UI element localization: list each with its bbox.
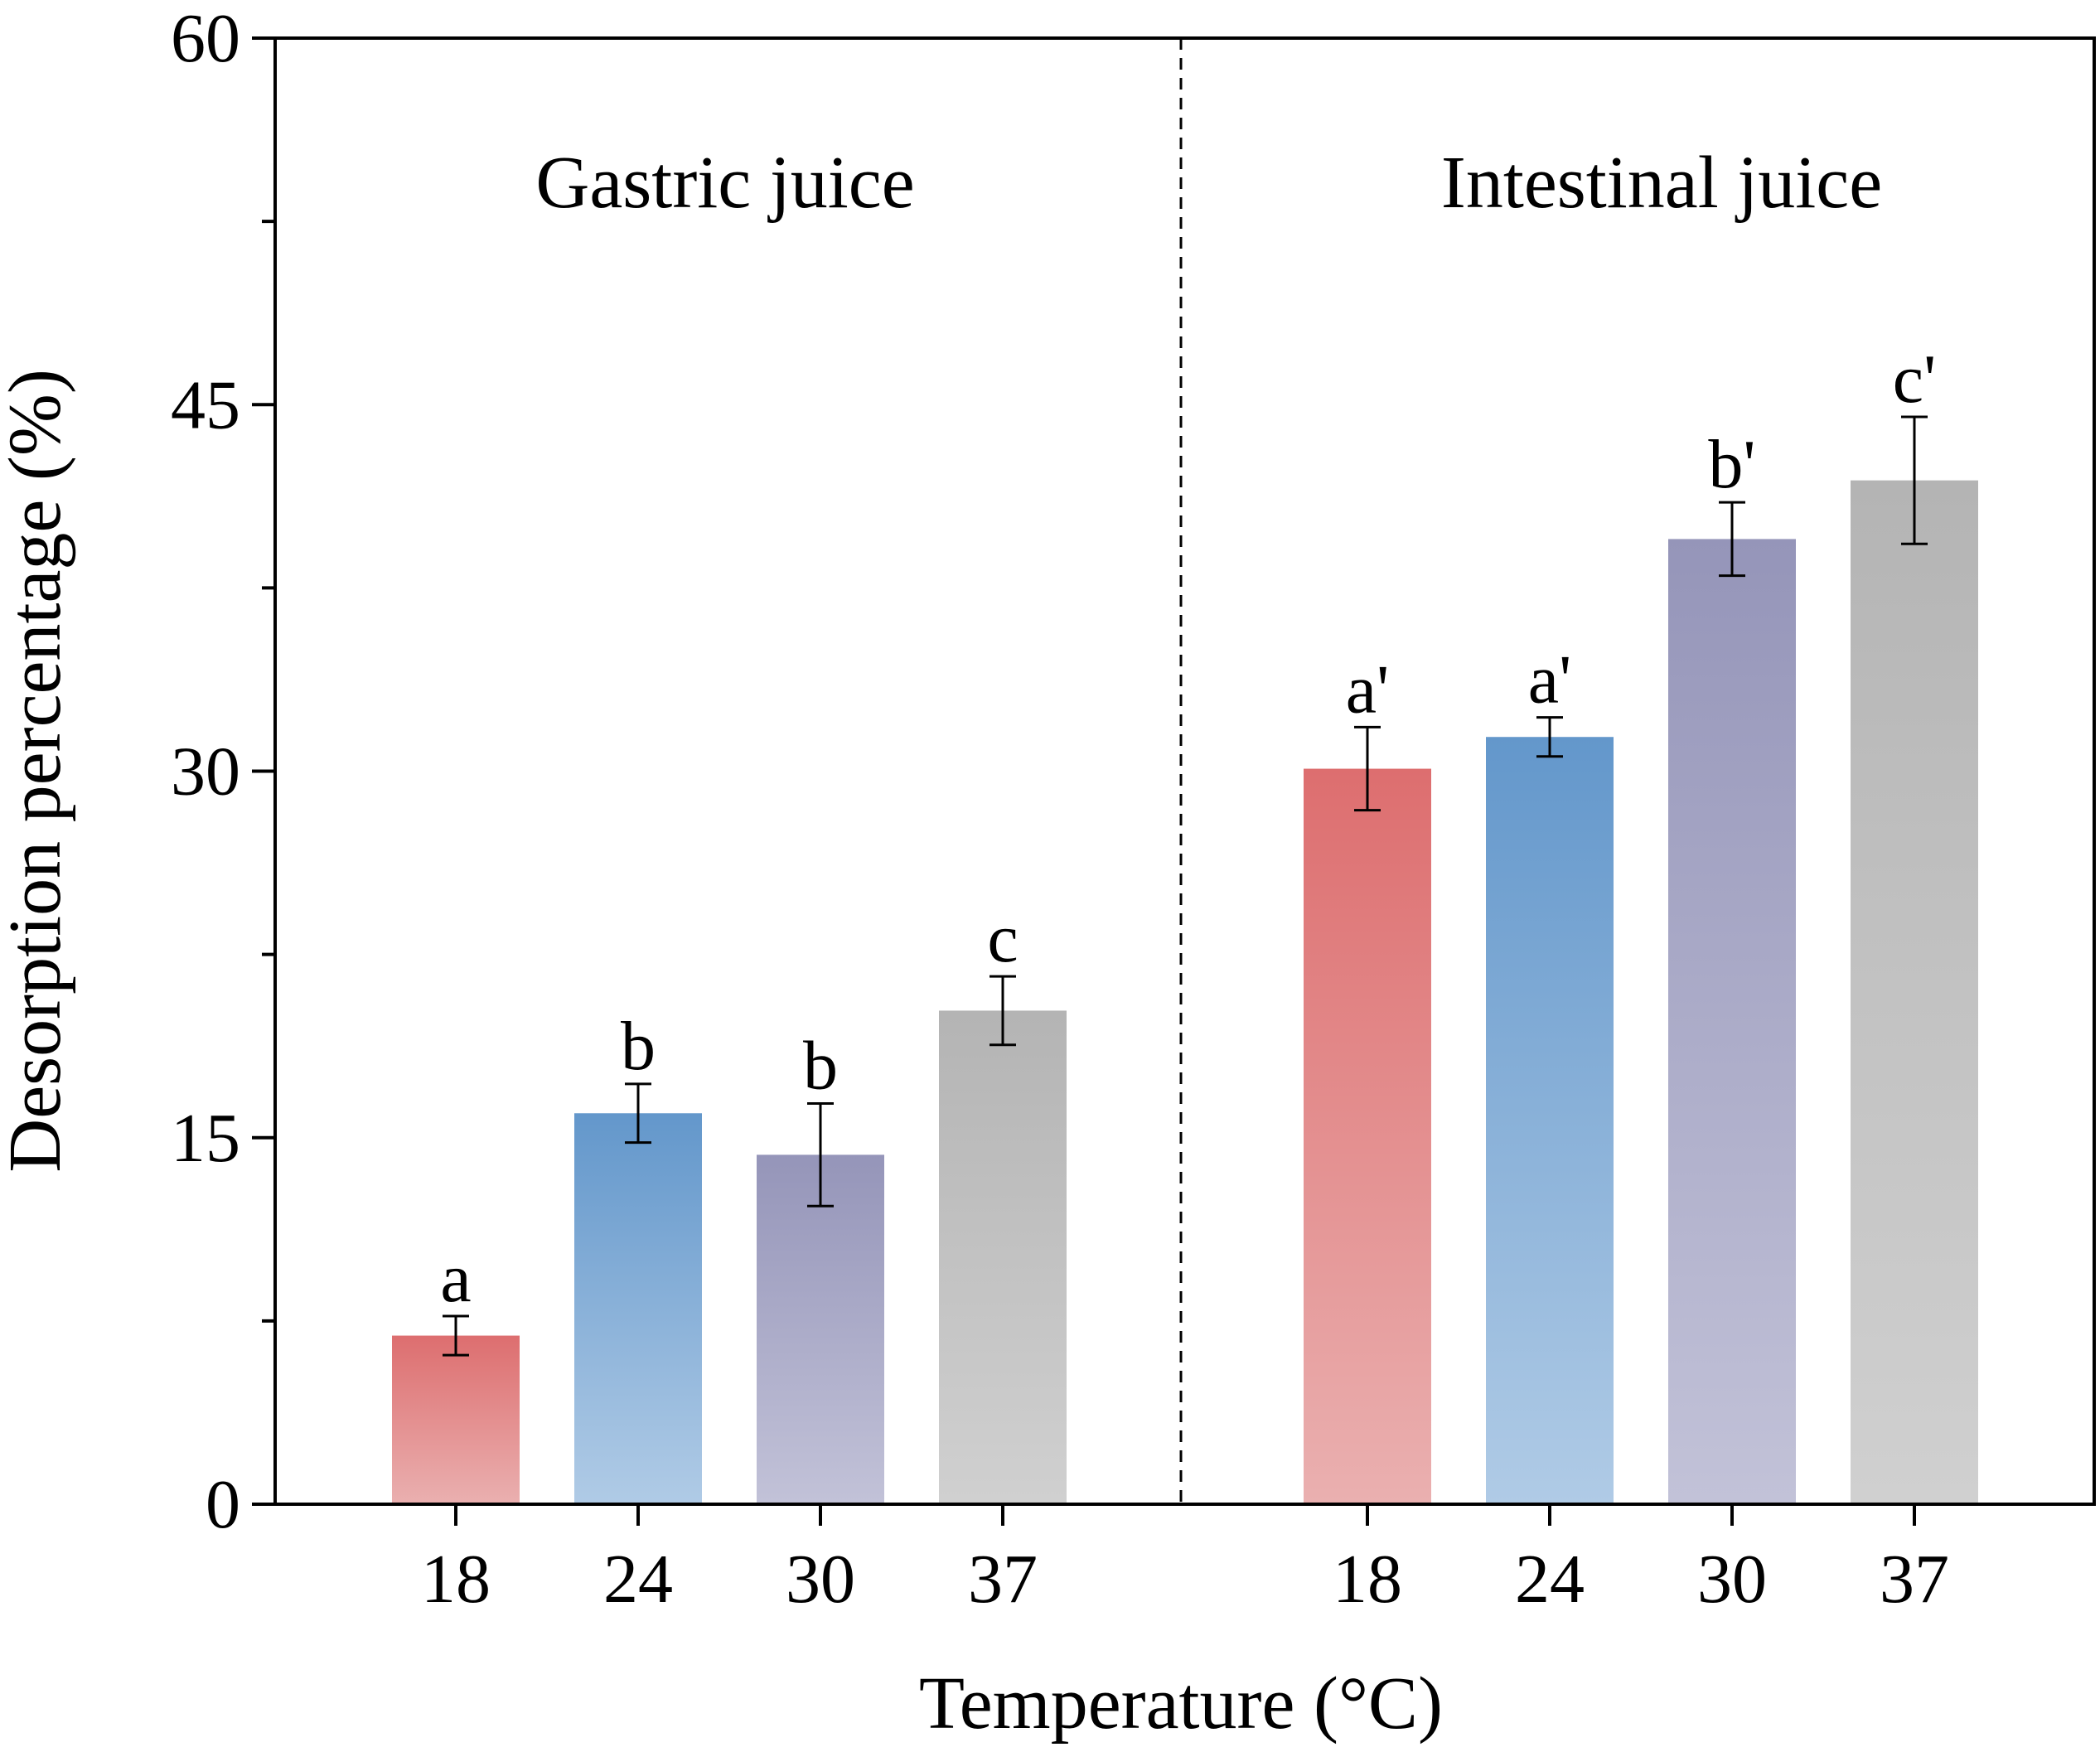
significance-label-1-18: a xyxy=(440,1240,471,1317)
panel-label-1: Gastric juice xyxy=(535,142,914,224)
significance-label-2-18: a' xyxy=(1346,651,1389,728)
y-axis-title: Desorption percentage (%) xyxy=(0,369,76,1173)
bar-2-37 xyxy=(1851,480,1978,1504)
axes-group xyxy=(273,36,2096,1506)
bar-1-30 xyxy=(757,1154,884,1504)
significance-label-2-30: b' xyxy=(1708,426,1755,503)
y-tick-label-15: 15 xyxy=(171,1100,240,1177)
significance-label-1-30: b xyxy=(803,1027,838,1104)
error-bar-1-37 xyxy=(990,975,1016,1047)
y-tick-label-30: 30 xyxy=(171,733,240,811)
bar-1-24 xyxy=(574,1113,702,1504)
bar-2-30 xyxy=(1668,539,1796,1504)
significance-labels-group: a b b c a' a' b' c' xyxy=(440,341,1936,1317)
bar-1-37 xyxy=(939,1010,1067,1504)
x-tick-label-1-30: 30 xyxy=(786,1541,855,1618)
x-tick-label-1-18: 18 xyxy=(421,1541,491,1618)
error-bar-2-37 xyxy=(1901,415,1928,545)
plot-frame xyxy=(273,36,2096,1506)
x-axis-title: Temperature (°C) xyxy=(919,1662,1443,1745)
error-bar-2-24 xyxy=(1536,716,1563,758)
x-tick-label-2-37: 37 xyxy=(1880,1541,1949,1618)
bar-2-18 xyxy=(1304,768,1431,1504)
y-tick-label-0: 0 xyxy=(206,1466,240,1543)
error-bar-1-24 xyxy=(625,1082,651,1145)
x-tick-label-2-24: 24 xyxy=(1515,1541,1585,1618)
significance-label-2-24: a' xyxy=(1528,641,1571,719)
significance-label-1-37: c xyxy=(987,900,1018,977)
bars-group xyxy=(392,480,1978,1504)
error-bar-1-18 xyxy=(443,1314,469,1357)
x-tick-label-1-24: 24 xyxy=(603,1541,673,1618)
error-bars-group xyxy=(443,415,1928,1357)
panel-label-2: Intestinal juice xyxy=(1441,142,1882,224)
significance-label-1-24: b xyxy=(621,1008,656,1085)
bar-1-18 xyxy=(392,1335,520,1504)
x-tick-label-2-30: 30 xyxy=(1697,1541,1767,1618)
panel-labels-group: Gastric juice Intestinal juice xyxy=(535,142,1882,224)
y-ticks-group: 0 15 30 45 60 xyxy=(171,0,275,1543)
x-tick-label-2-18: 18 xyxy=(1333,1541,1402,1618)
bar-2-24 xyxy=(1486,737,1614,1504)
x-ticks-group: 18 24 30 37 18 24 30 37 xyxy=(421,1504,1949,1618)
y-tick-label-45: 45 xyxy=(171,366,240,443)
error-bar-2-18 xyxy=(1354,725,1381,812)
x-tick-label-1-37: 37 xyxy=(968,1541,1038,1618)
error-bar-2-30 xyxy=(1719,501,1745,578)
error-bar-1-30 xyxy=(807,1101,834,1208)
y-tick-label-60: 60 xyxy=(171,0,240,77)
significance-label-2-37: c' xyxy=(1893,341,1936,418)
